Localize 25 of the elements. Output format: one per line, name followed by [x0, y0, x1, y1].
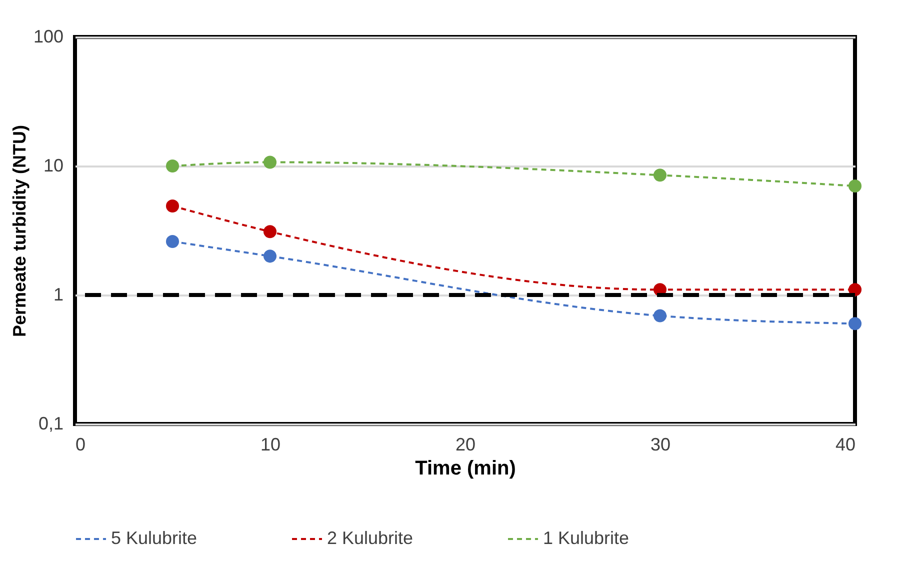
point: [263, 250, 277, 263]
point: [848, 283, 862, 296]
x-tick-label: 40: [835, 434, 856, 454]
x-tick-label: 30: [650, 434, 671, 454]
point: [166, 234, 180, 248]
x-axis-title: Time (min): [415, 458, 516, 480]
y-tick-label: 0,1: [38, 414, 64, 434]
y-tick-label: 10: [43, 156, 64, 176]
point: [263, 156, 277, 169]
point: [848, 317, 862, 330]
point: [166, 199, 180, 212]
y-tick-label: 1: [53, 284, 64, 304]
point: [653, 309, 667, 322]
x-tick-label: 0: [76, 434, 86, 454]
legend-label: 2 Kulubrite: [327, 528, 414, 548]
legend-label: 1 Kulubrite: [543, 528, 630, 548]
x-tick-label: 20: [455, 434, 476, 454]
point: [263, 225, 277, 238]
x-tick-label: 10: [260, 434, 281, 454]
point: [166, 159, 180, 173]
point: [653, 168, 667, 182]
y-tick-label: 100: [33, 26, 64, 46]
point: [848, 179, 862, 192]
y-axis-title: Permeate turbidity (NTU): [9, 124, 30, 338]
legend-label: 5 Kulubrite: [111, 528, 198, 548]
